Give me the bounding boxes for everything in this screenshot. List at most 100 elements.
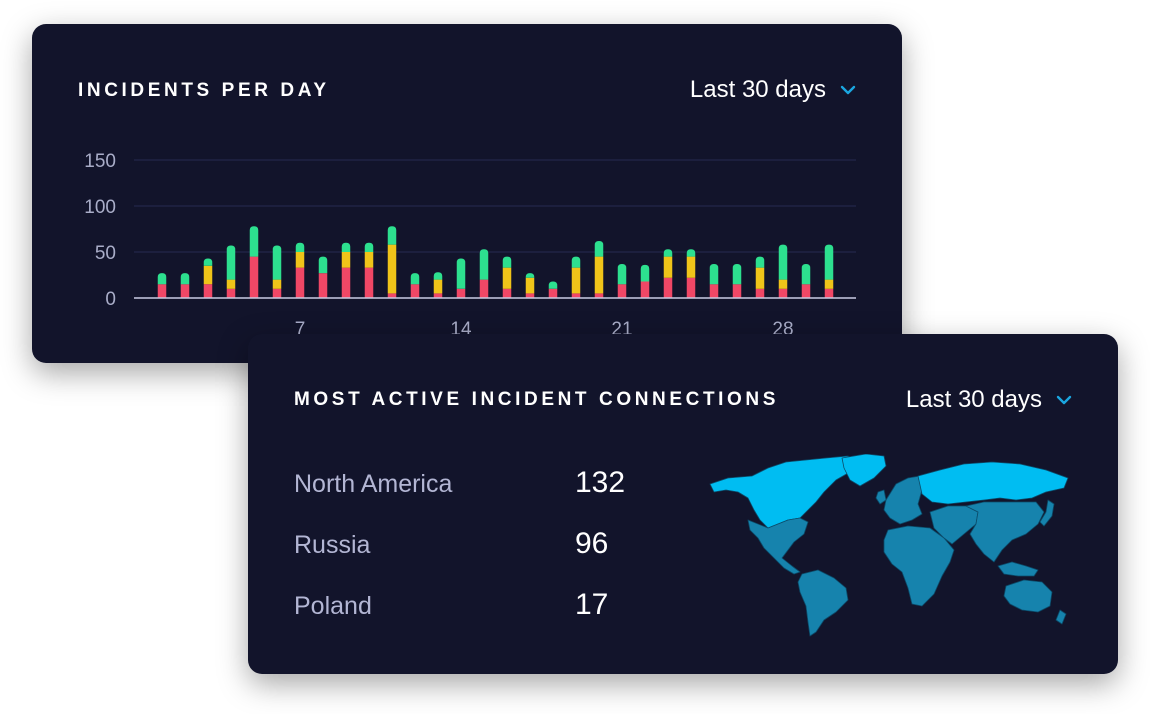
bar-segment: [226, 245, 236, 280]
region-name: Russia: [294, 531, 371, 559]
bar-segment: [410, 273, 420, 285]
bar-segment: [364, 242, 374, 252]
map-region-north-america: [709, 455, 859, 529]
bar-segment: [295, 252, 305, 268]
world-map: [709, 454, 1069, 637]
bar-segment: [157, 284, 167, 298]
bar-segment: [617, 263, 627, 285]
region-count: 132: [575, 466, 626, 499]
bar-segment: [479, 279, 489, 298]
incidents-range-label: Last 30 days: [689, 76, 826, 103]
bar-segment: [249, 256, 259, 298]
map-region-indonesia: [997, 561, 1039, 577]
bar-segment: [801, 284, 811, 298]
bar-segment: [594, 256, 604, 294]
map-region-south-america: [797, 569, 849, 637]
map-region-japan: [1039, 499, 1055, 527]
map-region-middle-east: [929, 505, 979, 545]
bar-segment: [571, 256, 581, 268]
map-region-uk: [875, 489, 887, 505]
bar-segment: [548, 288, 558, 298]
y-tick-label: 0: [105, 289, 116, 310]
connections-card-title: MOST ACTIVE INCIDENT CONNECTIONS: [294, 389, 780, 410]
bar-segment: [387, 293, 397, 298]
bar-segment: [272, 279, 282, 289]
map-region-russia: [917, 461, 1069, 505]
bar-segment: [617, 284, 627, 298]
bar-segment: [387, 226, 397, 245]
bar-segment: [318, 256, 328, 274]
bar-segment: [709, 284, 719, 298]
bar-segment: [594, 293, 604, 298]
bar-segment: [433, 279, 443, 294]
bar-segment: [778, 288, 788, 298]
bar-segment: [502, 288, 512, 298]
map-region-new-zealand: [1055, 609, 1067, 625]
list-item: Russia 96: [294, 523, 654, 584]
region-count: 96: [575, 527, 609, 560]
bar-segment: [226, 288, 236, 298]
bar-segment: [640, 281, 650, 298]
bar-segment: [502, 256, 512, 268]
bar-segment: [755, 288, 765, 298]
bar-segment: [433, 272, 443, 280]
bar-segment: [594, 240, 604, 257]
bar-segment: [295, 267, 305, 298]
bar-segment: [824, 244, 834, 280]
bar-segment: [387, 244, 397, 294]
connections-range-label: Last 30 days: [905, 386, 1042, 413]
connections-range-dropdown[interactable]: Last 30 days: [906, 386, 1072, 414]
map-region-europe: [883, 475, 923, 525]
bar-segment: [824, 288, 834, 298]
region-count: 17: [575, 588, 609, 621]
bar-segment: [732, 263, 742, 285]
y-tick-label: 100: [84, 197, 116, 218]
bar-segment: [801, 263, 811, 285]
bar-segment: [203, 258, 213, 266]
bar-segment: [410, 284, 420, 298]
y-tick-label: 50: [95, 243, 116, 264]
list-item: Poland 17: [294, 584, 654, 645]
incidents-range-dropdown[interactable]: Last 30 days: [690, 76, 856, 104]
map-region-usa-mexico: [747, 517, 809, 575]
map-region-africa: [883, 525, 955, 607]
bar-segment: [525, 277, 535, 294]
bar-segment: [203, 265, 213, 285]
bar-segment: [180, 284, 190, 298]
bar-segment: [686, 249, 696, 257]
bar-segment: [778, 279, 788, 289]
bar-segment: [824, 279, 834, 289]
bar-segment: [502, 267, 512, 289]
bar-segment: [249, 226, 259, 257]
bar-segment: [272, 245, 282, 280]
bar-segment: [364, 252, 374, 268]
incidents-card-title: INCIDENTS PER DAY: [78, 80, 330, 101]
bar-segment: [640, 264, 650, 282]
bar-segment: [341, 267, 351, 298]
bar-segment: [663, 256, 673, 278]
bar-segment: [433, 293, 443, 298]
list-item: North America 132: [294, 462, 654, 523]
bar-segment: [709, 263, 719, 285]
chevron-down-icon: [1056, 395, 1072, 405]
bar-segment: [732, 284, 742, 298]
y-tick-label: 150: [84, 151, 116, 172]
bar-segment: [226, 279, 236, 289]
bar-segment: [341, 252, 351, 268]
region-name: North America: [294, 470, 453, 498]
map-region-greenland: [841, 454, 887, 487]
bar-segment: [571, 267, 581, 294]
bar-segment: [755, 267, 765, 289]
bar-segment: [686, 256, 696, 278]
x-tick-label: 7: [295, 319, 306, 340]
bar-segment: [272, 288, 282, 298]
bar-segment: [203, 284, 213, 298]
bar-segment: [525, 293, 535, 298]
bar-segment: [663, 277, 673, 298]
bar-segment: [686, 277, 696, 298]
map-region-australia: [1003, 579, 1053, 613]
bar-segment: [318, 273, 328, 298]
bar-segment: [295, 242, 305, 252]
bar-segment: [180, 273, 190, 285]
